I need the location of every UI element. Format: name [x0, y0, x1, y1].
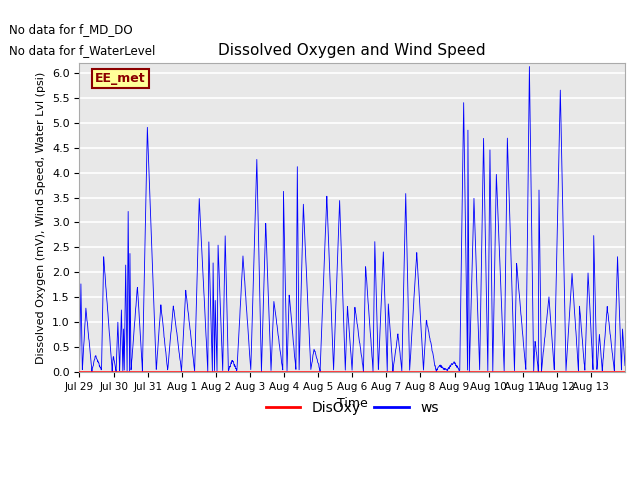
ws — [615, 285, 623, 290]
Text: No data for f_WaterLevel: No data for f_WaterLevel — [8, 45, 155, 58]
DisOxy — [338, 369, 346, 375]
ws — [360, 369, 367, 375]
DisOxy — [76, 369, 83, 375]
ws — [338, 261, 346, 266]
ws — [525, 64, 533, 70]
DisOxy — [161, 369, 168, 375]
Text: EE_met: EE_met — [95, 72, 146, 85]
ws — [161, 341, 168, 347]
ws — [76, 367, 83, 372]
Line: ws: ws — [79, 67, 625, 372]
ws — [328, 313, 335, 319]
ws — [481, 214, 489, 219]
Text: No data for f_MD_DO: No data for f_MD_DO — [8, 23, 132, 36]
Title: Dissolved Oxygen and Wind Speed: Dissolved Oxygen and Wind Speed — [218, 43, 486, 58]
DisOxy — [561, 369, 568, 375]
DisOxy — [481, 369, 488, 375]
DisOxy — [328, 369, 335, 375]
X-axis label: Time: Time — [337, 397, 367, 410]
Legend: DisOxy, ws: DisOxy, ws — [260, 396, 444, 420]
ws — [621, 363, 629, 369]
ws — [561, 332, 569, 337]
DisOxy — [614, 369, 621, 375]
DisOxy — [621, 369, 629, 375]
Y-axis label: Dissolved Oxygen (mV), Wind Speed, Water Lvl (psi): Dissolved Oxygen (mV), Wind Speed, Water… — [36, 72, 47, 363]
